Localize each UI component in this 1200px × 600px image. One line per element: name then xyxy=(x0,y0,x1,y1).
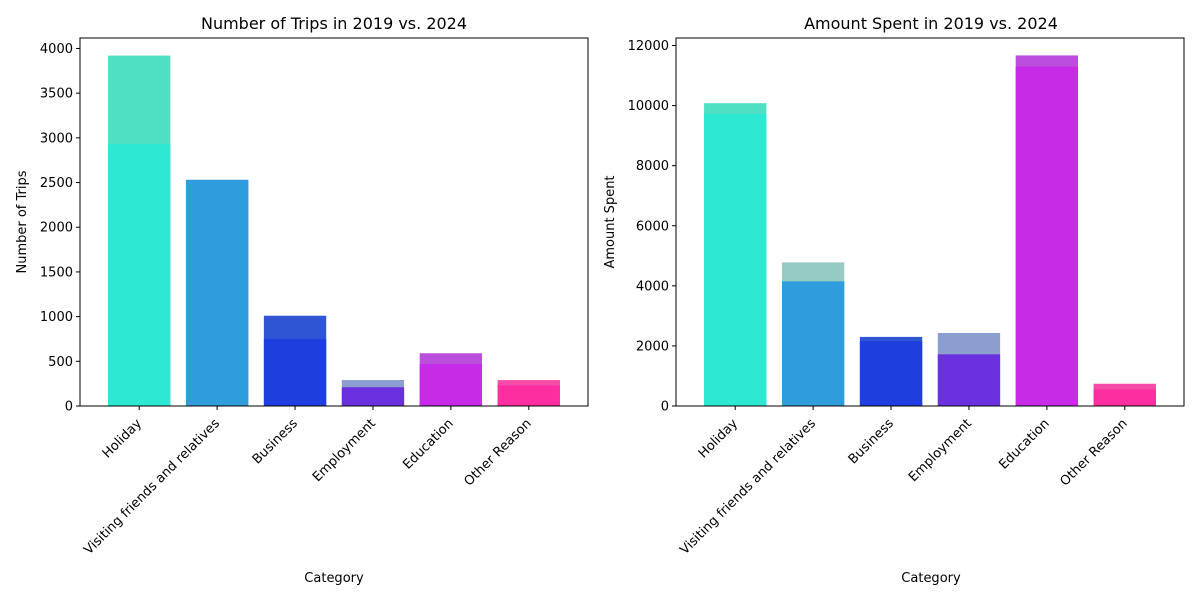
spent-y-tick-label: 0 xyxy=(661,400,669,415)
spent-plot-frame xyxy=(675,37,1185,407)
trips-y-tick-label: 3000 xyxy=(40,131,73,146)
spent-bar-business-s2 xyxy=(859,341,923,406)
trips-y-tick-label: 2500 xyxy=(40,176,73,191)
trips-chart-title: Number of Trips in 2019 vs. 2024 xyxy=(201,14,467,33)
trips-x-tick-label-holiday: Holiday xyxy=(100,416,145,461)
spent-y-tick-label: 12000 xyxy=(628,39,669,54)
spent-y-ticks: 0 2000 4000 6000 8000 10000 12000 xyxy=(628,39,676,415)
spent-chart-title: Amount Spent in 2019 vs. 2024 xyxy=(804,14,1058,33)
trips-x-tick-label-business: Business xyxy=(250,416,301,467)
trips-chart: Number of Trips in 2019 vs. 2024 Categor… xyxy=(15,14,589,586)
spent-y-tick-label: 6000 xyxy=(636,219,669,234)
spent-bar-education-s2 xyxy=(1015,66,1079,407)
spent-x-axis-label: Category xyxy=(901,571,961,586)
spent-x-tick-label-employment: Employment xyxy=(906,416,975,485)
trips-bar-other-reason-s2 xyxy=(497,385,560,406)
trips-bar-visiting-friends-and-relatives-s2 xyxy=(185,179,249,406)
trips-x-tick-label-education: Education xyxy=(400,416,456,472)
trips-x-tick-label-visiting-friends-and-relatives: Visiting friends and relatives xyxy=(81,416,223,558)
trips-y-tick-label: 4000 xyxy=(40,42,73,57)
spent-y-tick-label: 4000 xyxy=(636,279,669,294)
trips-x-axis-label: Category xyxy=(304,571,364,586)
trips-bar-employment-s2 xyxy=(341,387,405,406)
trips-y-tick-label: 3500 xyxy=(40,87,73,102)
trips-y-tick-label: 500 xyxy=(48,355,73,370)
trips-y-tick-label: 0 xyxy=(65,400,73,415)
trips-y-tick-label: 2000 xyxy=(40,221,73,236)
spent-y-tick-label: 10000 xyxy=(628,99,669,114)
spent-x-tick-label-other-reason: Other Reason xyxy=(1057,416,1130,489)
spent-x-tick-label-visiting-friends-and-relatives: Visiting friends and relatives xyxy=(677,416,819,558)
trips-bar-business-s2 xyxy=(263,338,327,406)
trips-y-ticks: 0 500 1000 1500 2000 2500 3000 3500 4000 xyxy=(40,42,80,415)
spent-y-tick-label: 8000 xyxy=(636,159,669,174)
trips-y-tick-label: 1000 xyxy=(40,310,73,325)
trips-y-tick-label: 1500 xyxy=(40,265,73,280)
spent-y-axis-label: Amount Spent xyxy=(603,175,618,268)
spent-bars xyxy=(704,55,1156,407)
trips-bars xyxy=(108,55,560,406)
spent-bar-visiting-friends-and-relatives-s2 xyxy=(781,281,845,406)
trips-x-tick-label-other-reason: Other Reason xyxy=(461,416,534,489)
spent-bar-employment-s2 xyxy=(937,354,1001,406)
spent-y-tick-label: 2000 xyxy=(636,339,669,354)
trips-plot-frame xyxy=(79,37,589,407)
trips-y-axis-label: Number of Trips xyxy=(15,170,30,273)
spent-x-tick-label-business: Business xyxy=(846,416,897,467)
trips-bar-education-s2 xyxy=(419,363,483,406)
spent-x-tick-label-education: Education xyxy=(996,416,1052,472)
trips-x-tick-label-employment: Employment xyxy=(310,416,379,485)
spent-bar-other-reason-s2 xyxy=(1093,389,1156,406)
spent-chart: Amount Spent in 2019 vs. 2024 Category A… xyxy=(603,14,1185,586)
spent-bar-holiday-s2 xyxy=(704,114,767,406)
spent-x-tick-label-holiday: Holiday xyxy=(696,416,741,461)
trips-bar-holiday-s2 xyxy=(108,144,171,406)
